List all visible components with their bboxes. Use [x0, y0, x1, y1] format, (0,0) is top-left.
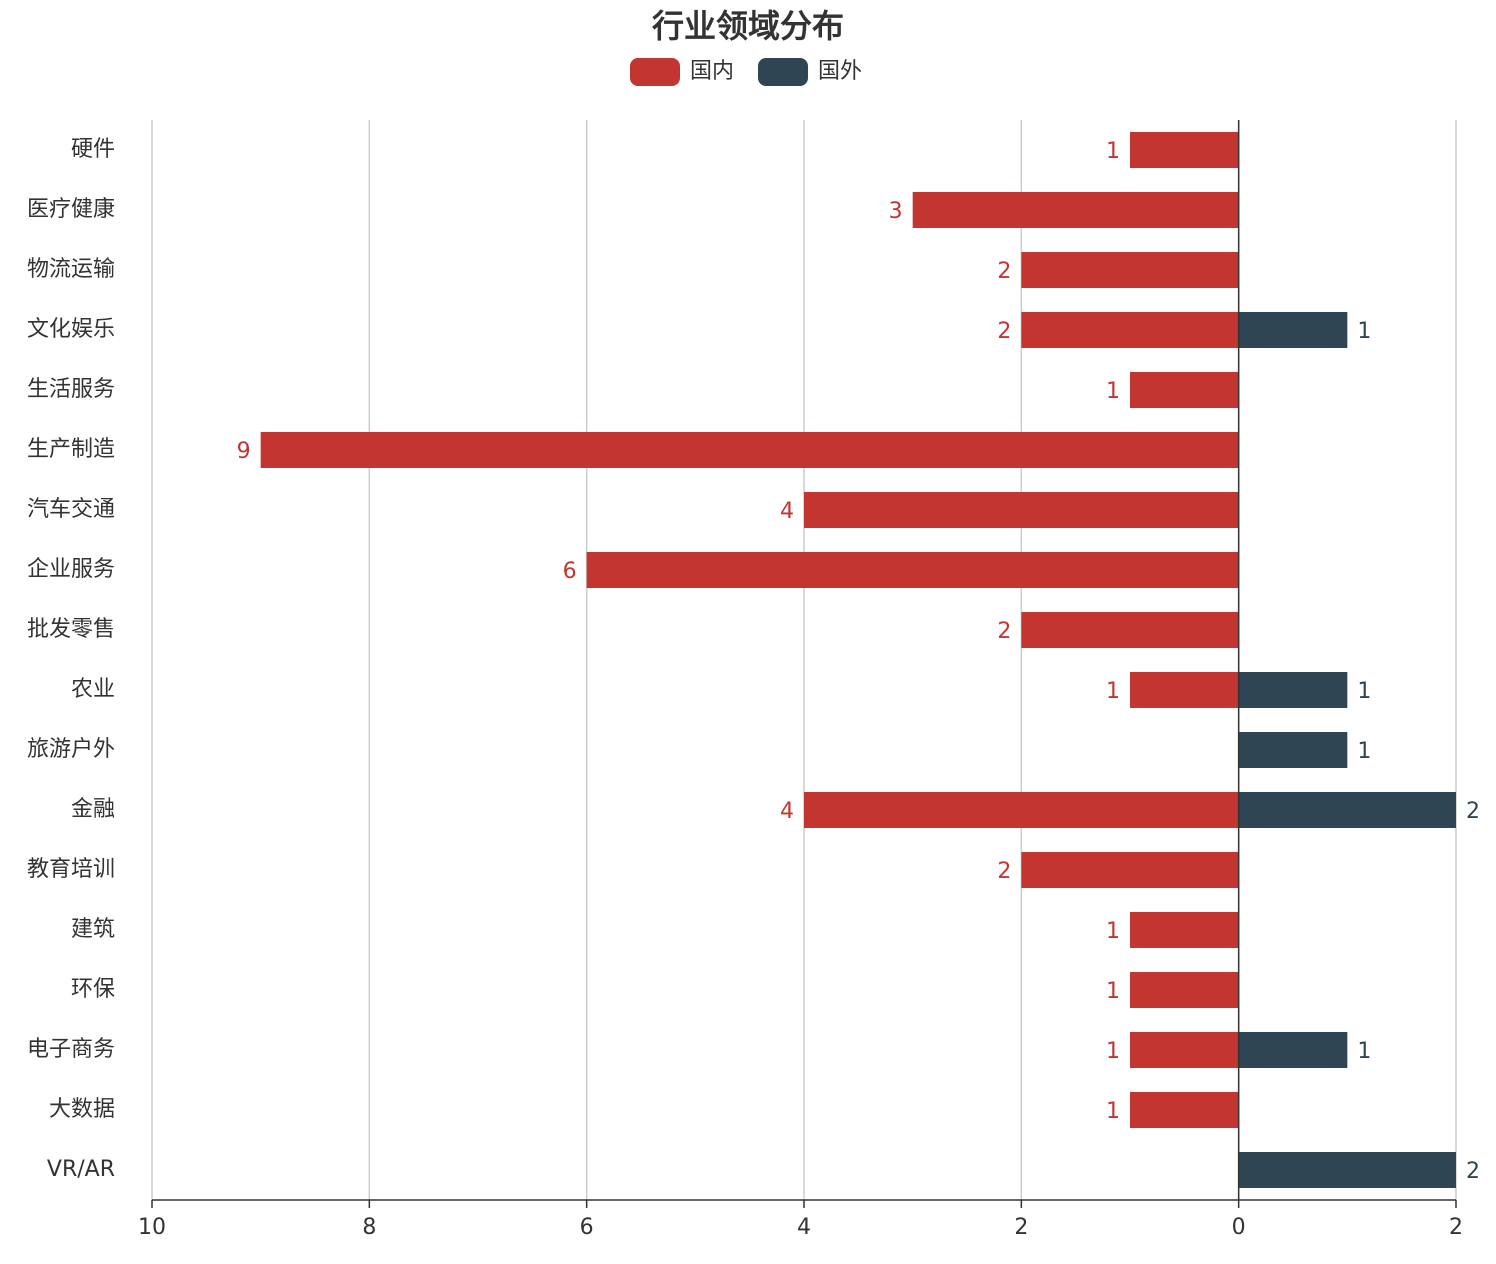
data-label: 1 [1357, 1039, 1371, 1064]
y-tick-label: 物流运输 [27, 257, 115, 282]
data-label: 1 [1106, 139, 1120, 164]
bar [1238, 792, 1456, 828]
bar [1130, 372, 1239, 408]
bar [1021, 612, 1239, 648]
data-label: 2 [997, 259, 1011, 284]
data-label: 1 [1106, 1099, 1120, 1124]
data-label: 1 [1357, 319, 1371, 344]
data-label: 1 [1106, 379, 1120, 404]
y-tick-label: 农业 [71, 677, 115, 702]
data-label: 6 [563, 559, 577, 584]
bar [912, 192, 1239, 228]
y-tick-label: 汽车交通 [27, 497, 115, 522]
y-tick-label: 硬件 [71, 137, 115, 162]
bar [804, 792, 1239, 828]
data-label: 1 [1106, 1039, 1120, 1064]
bar [1130, 1092, 1239, 1128]
legend-swatch[interactable] [630, 58, 680, 86]
data-label: 4 [780, 499, 794, 524]
data-label: 3 [889, 199, 903, 224]
x-tick-label: 0 [1232, 1215, 1246, 1240]
bar [1238, 312, 1348, 348]
y-tick-label: 批发零售 [27, 617, 115, 642]
data-label: 1 [1357, 679, 1371, 704]
legend-swatch[interactable] [758, 58, 808, 86]
y-tick-label: 电子商务 [27, 1037, 115, 1062]
y-tick-label: 环保 [71, 977, 115, 1002]
bar [1021, 252, 1239, 288]
bar [1021, 312, 1239, 348]
y-tick-label: 建筑 [71, 917, 115, 942]
bar [1238, 672, 1348, 708]
y-tick-label: 教育培训 [27, 857, 115, 882]
data-label: 4 [780, 799, 794, 824]
data-label: 1 [1357, 739, 1371, 764]
x-tick-label: 6 [580, 1215, 594, 1240]
y-tick-label: 大数据 [49, 1097, 115, 1122]
bar [1021, 852, 1239, 888]
y-tick-label: 文化娱乐 [27, 317, 115, 342]
y-tick-label: 生活服务 [27, 377, 115, 402]
x-tick-label: 8 [362, 1215, 376, 1240]
data-label: 2 [997, 859, 1011, 884]
y-tick-label: VR/AR [47, 1157, 115, 1182]
x-tick-label: 10 [138, 1215, 166, 1240]
bar [1130, 972, 1239, 1008]
bar [586, 552, 1239, 588]
data-label: 2 [997, 319, 1011, 344]
y-tick-label: 金融 [71, 797, 115, 822]
data-label: 2 [997, 619, 1011, 644]
data-label: 1 [1106, 679, 1120, 704]
bar [1238, 732, 1348, 768]
x-tick-label: 2 [1449, 1215, 1463, 1240]
legend-label[interactable]: 国内 [690, 59, 734, 84]
legend-label[interactable]: 国外 [818, 59, 862, 84]
data-label: 2 [1466, 799, 1480, 824]
bar [1130, 132, 1239, 168]
x-tick-label: 2 [1014, 1215, 1028, 1240]
data-label: 1 [1106, 979, 1120, 1004]
bar [1130, 672, 1239, 708]
y-tick-label: 企业服务 [27, 557, 115, 582]
chart-title: 行业领域分布 [652, 7, 844, 45]
bar [260, 432, 1239, 468]
y-tick-label: 旅游户外 [27, 737, 115, 762]
bar [1130, 1032, 1239, 1068]
data-label: 9 [237, 439, 251, 464]
x-tick-label: 4 [797, 1215, 811, 1240]
bar [1238, 1032, 1348, 1068]
bar [1130, 912, 1239, 948]
y-tick-label: 医疗健康 [27, 197, 115, 222]
bar [804, 492, 1239, 528]
bar [1238, 1152, 1456, 1188]
data-label: 1 [1106, 919, 1120, 944]
y-tick-label: 生产制造 [27, 437, 115, 462]
data-label: 2 [1466, 1159, 1480, 1184]
